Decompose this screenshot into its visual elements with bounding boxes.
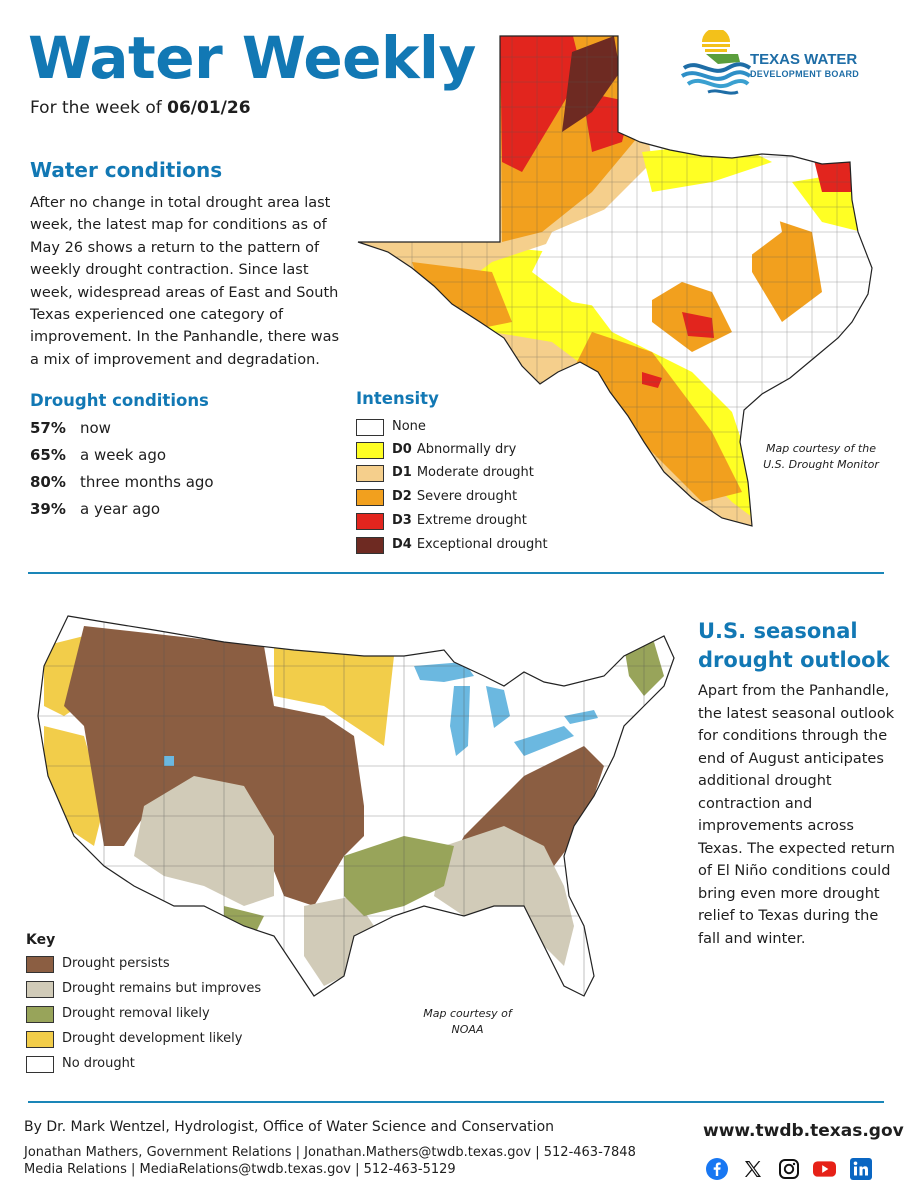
linkedin-icon[interactable] [849,1157,872,1180]
drought-conditions-heading: Drought conditions [30,391,209,410]
twdb-logo [680,30,752,95]
week-subtitle: For the week of 06/01/26 [30,96,251,120]
youtube-icon[interactable] [813,1157,836,1180]
week-prefix: For the week of [30,98,162,118]
water-conditions-body: After no change in total drought area la… [30,195,340,368]
key-item-no-drought: No drought [26,1055,135,1073]
legend-swatch [26,955,54,973]
section-divider [28,572,884,574]
legend-swatch [26,1005,54,1023]
legend-item-d4: D4 Exceptional drought [356,536,548,554]
legend-swatch [26,1030,54,1048]
legend-item-d3: D3 Extreme drought [356,512,527,530]
legend-swatch [356,488,384,506]
legend-item-none: None [356,418,426,436]
legend-swatch [356,441,384,459]
seasonal-outlook-body: Apart from the Panhandle, the latest sea… [698,683,895,947]
legend-item-d0: D0 Abnormally dry [356,441,516,459]
page-title: Water Weekly [28,24,476,92]
water-conditions-heading: Water conditions [30,158,223,182]
seasonal-outlook-heading: U.S. seasonal drought outlook [698,619,890,672]
drought-stat-row: 57% now [30,419,111,437]
logo-wordmark: TEXAS WATER DEVELOPMENT BOARD [750,51,860,79]
legend-swatch [356,464,384,482]
instagram-icon[interactable] [777,1157,800,1180]
website-link[interactable]: www.twdb.texas.gov [703,1121,904,1141]
texas-map-credit: Map courtesy of the U.S. Drought Monitor [763,442,879,471]
key-item-development: Drought development likely [26,1030,242,1048]
contact-media-relations: Media Relations | MediaRelations@twdb.te… [24,1162,456,1177]
legend-swatch [26,1055,54,1073]
key-item-improves: Drought remains but improves [26,980,261,998]
key-item-persists: Drought persists [26,955,170,973]
drought-stat-row: 80% three months ago [30,473,214,491]
key-heading: Key [26,932,56,948]
legend-swatch [356,536,384,554]
footer-divider [28,1101,884,1103]
week-date: 06/01/26 [167,98,251,118]
legend-swatch [26,980,54,998]
us-drought-outlook-map [37,615,675,997]
key-item-removal: Drought removal likely [26,1005,210,1023]
texas-drought-map [357,35,873,527]
intensity-heading: Intensity [356,389,439,408]
author-byline: By Dr. Mark Wentzel, Hydrologist, Office… [24,1119,555,1135]
legend-item-d1: D1 Moderate drought [356,464,534,482]
legend-item-d2: D2 Severe drought [356,488,517,506]
legend-swatch [356,418,384,436]
legend-swatch [356,512,384,530]
us-map-credit: Map courtesy of NOAA [423,1007,512,1036]
social-links [705,1157,872,1180]
drought-stat-row: 65% a week ago [30,446,167,464]
contact-government-relations: Jonathan Mathers, Government Relations |… [24,1145,636,1160]
x-icon[interactable] [741,1157,764,1180]
drought-stat-row: 39% a year ago [30,500,161,518]
facebook-icon[interactable] [705,1157,728,1180]
